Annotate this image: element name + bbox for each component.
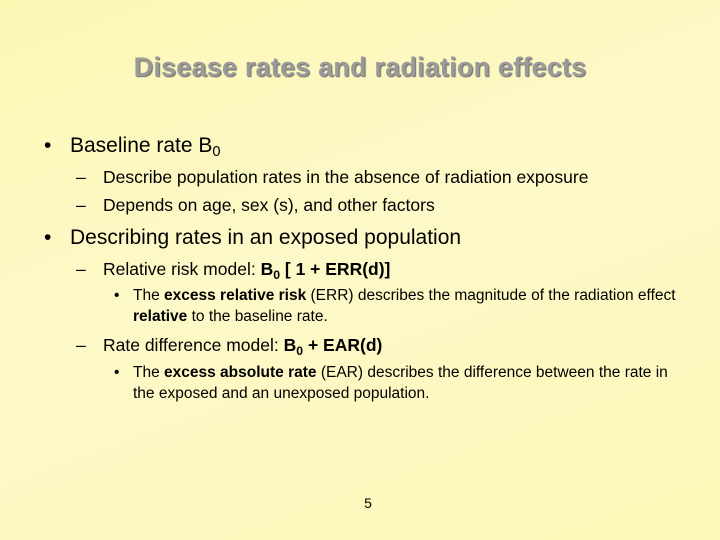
bullet-marker: • <box>44 226 52 249</box>
dash-marker: – <box>76 259 86 279</box>
subbullet-text: Rate difference model: <box>103 335 284 355</box>
subbullet-describe: – Describe population rates in the absenc… <box>76 167 588 188</box>
subscript: 0 <box>212 144 221 160</box>
bullet-marker: • <box>114 364 120 381</box>
dash-marker: – <box>76 335 86 355</box>
bullet-baseline-rate: • Baseline rate B0 <box>44 134 221 160</box>
detail-ear: • The excess absolute rate (EAR) describ… <box>114 362 684 404</box>
detail-text: The excess relative risk (ERR) describes… <box>133 287 676 325</box>
detail-err: • The excess relative risk (ERR) describ… <box>114 285 684 327</box>
bullet-text: Describing rates in an exposed populatio… <box>70 226 462 249</box>
page-number: 5 <box>364 495 372 511</box>
subbullet-depends: – Depends on age, sex (s), and other fact… <box>76 195 435 216</box>
bullet-exposed-population: • Describing rates in an exposed populati… <box>44 226 461 250</box>
dash-marker: – <box>76 195 86 215</box>
formula: B0 [ 1 + ERR(d)] <box>260 259 391 282</box>
dash-marker: – <box>76 167 86 187</box>
subbullet-text: Describe population rates in the absence… <box>103 167 589 187</box>
subbullet-rate-difference-model: – Rate difference model: B0 + EAR(d) <box>76 335 382 358</box>
subbullet-text: Relative risk model: <box>103 259 261 279</box>
bullet-text: Baseline rate B <box>70 134 213 157</box>
subbullet-relative-risk-model: – Relative risk model: B0 [ 1 + ERR(d)] <box>76 259 390 282</box>
subbullet-text: Depends on age, sex (s), and other facto… <box>103 195 435 215</box>
bullet-marker: • <box>114 287 120 304</box>
bullet-marker: • <box>44 134 52 157</box>
slide-title: Disease rates and radiation effects <box>133 52 587 82</box>
detail-text: The excess absolute rate (EAR) describes… <box>133 364 668 402</box>
formula: B0 + EAR(d) <box>283 335 383 358</box>
